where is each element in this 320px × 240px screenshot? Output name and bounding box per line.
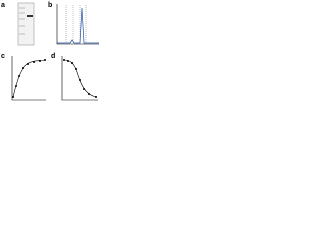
figure: a b c d [1,2,99,101]
points [12,59,46,98]
axes [56,4,99,45]
gel [17,2,35,46]
marker-bands [19,7,25,35]
page: {"panels": [{"label": "a"}, {"label": "b… [0,0,100,105]
panel-label: c [1,53,5,60]
trace [57,7,99,44]
axes [11,56,46,101]
points [63,59,97,98]
fit-curve [62,59,98,98]
panel-label: b [48,2,52,9]
panel-label: a [1,2,5,9]
protein-band [27,15,33,17]
markers [65,5,87,43]
fit-curve [12,59,46,98]
panel-label: d [51,53,55,60]
axes [61,56,98,101]
